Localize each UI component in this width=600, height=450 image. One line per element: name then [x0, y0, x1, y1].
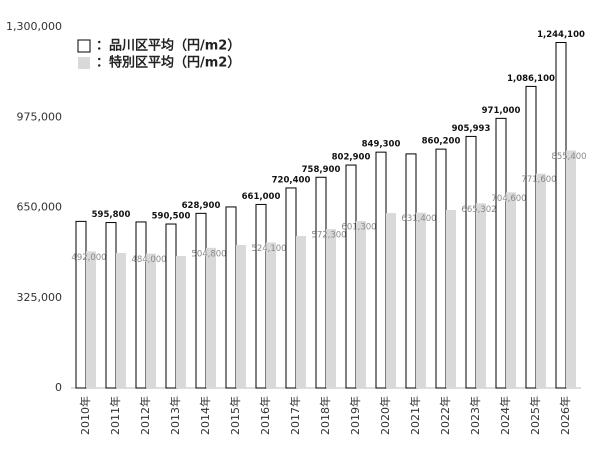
legend-swatch [78, 57, 90, 69]
bar [266, 242, 276, 388]
y-tick-label: 1,300,000 [6, 20, 62, 33]
bar [176, 256, 186, 388]
bar [255, 203, 267, 389]
bar [435, 148, 447, 389]
x-tick-label: 2017年 [288, 396, 302, 435]
value-label: 484,000 [131, 255, 166, 265]
value-label: 855,400 [551, 152, 586, 162]
x-tick-label: 2010年 [78, 396, 92, 435]
y-tick-label: 650,000 [17, 201, 63, 214]
value-label: 628,900 [182, 201, 221, 211]
value-label: 720,400 [272, 175, 311, 185]
bar [566, 150, 576, 388]
value-label: 849,300 [362, 140, 401, 150]
bar [195, 212, 207, 389]
bar [525, 85, 537, 389]
x-tick-label: 2022年 [438, 396, 452, 435]
bar [356, 221, 366, 388]
bar [345, 164, 357, 389]
x-tick-label: 2013年 [168, 396, 182, 435]
bar [285, 187, 297, 389]
x-tick-label: 2016年 [258, 396, 272, 435]
value-label: 524,100 [251, 244, 286, 254]
bar [506, 192, 516, 388]
x-tick-label: 2011年 [108, 396, 122, 435]
value-label: 631,400 [401, 214, 436, 224]
bar [296, 236, 306, 388]
x-tick-label: 2018年 [318, 396, 332, 435]
value-label: 802,900 [332, 153, 371, 163]
legend-label: ：特別区平均（円/m2） [96, 55, 240, 71]
value-label: 595,800 [92, 210, 131, 220]
value-label: 504,800 [191, 249, 226, 259]
bar [465, 135, 477, 389]
bar [75, 220, 87, 389]
bar [315, 176, 327, 389]
value-label: 601,300 [341, 223, 376, 233]
x-tick-label: 2026年 [558, 396, 572, 435]
x-tick-label: 2021年 [408, 396, 422, 435]
bar [405, 153, 417, 389]
bar [165, 223, 177, 389]
value-label: 704,600 [491, 194, 526, 204]
bar [116, 253, 126, 388]
bar [86, 251, 96, 388]
y-tick-label: 975,000 [17, 110, 63, 123]
legend-label: ：品川区平均（円/m2） [96, 38, 240, 54]
bar [105, 222, 117, 389]
value-label: 771,600 [521, 175, 556, 185]
value-label: 665,302 [461, 205, 496, 215]
value-label: 860,200 [422, 137, 461, 147]
x-tick-label: 2019年 [348, 396, 362, 435]
bar [236, 244, 246, 388]
value-label: 971,000 [482, 106, 521, 116]
bar [135, 221, 147, 389]
value-label: 661,000 [242, 192, 281, 202]
value-label: 905,993 [452, 124, 491, 134]
x-tick-label: 2020年 [378, 396, 392, 435]
value-label: 758,900 [302, 165, 341, 175]
bar [536, 173, 546, 388]
bar [555, 42, 567, 389]
bar [375, 151, 387, 389]
bar [206, 247, 216, 388]
value-label: 572,300 [311, 231, 346, 241]
bar [446, 209, 456, 388]
bar [495, 117, 507, 389]
bar [476, 203, 486, 388]
bar [326, 229, 336, 388]
bar [386, 213, 396, 388]
x-tick-label: 2015年 [228, 396, 242, 435]
value-label: 590,500 [152, 212, 191, 222]
x-tick-label: 2012年 [138, 396, 152, 435]
x-tick-label: 2023年 [468, 396, 482, 435]
value-label: 1,244,100 [537, 30, 585, 40]
y-tick-label: 325,000 [17, 291, 63, 304]
value-label: 1,086,100 [507, 74, 555, 84]
bar [225, 206, 237, 389]
bar [416, 212, 426, 388]
legend-swatch [77, 39, 91, 53]
x-tick-label: 2024年 [498, 396, 512, 435]
x-tick-label: 2014年 [198, 396, 212, 435]
x-tick-label: 2025年 [528, 396, 542, 435]
value-label: 492,000 [71, 253, 106, 263]
bar [146, 253, 156, 388]
y-tick-label: 0 [55, 381, 62, 394]
